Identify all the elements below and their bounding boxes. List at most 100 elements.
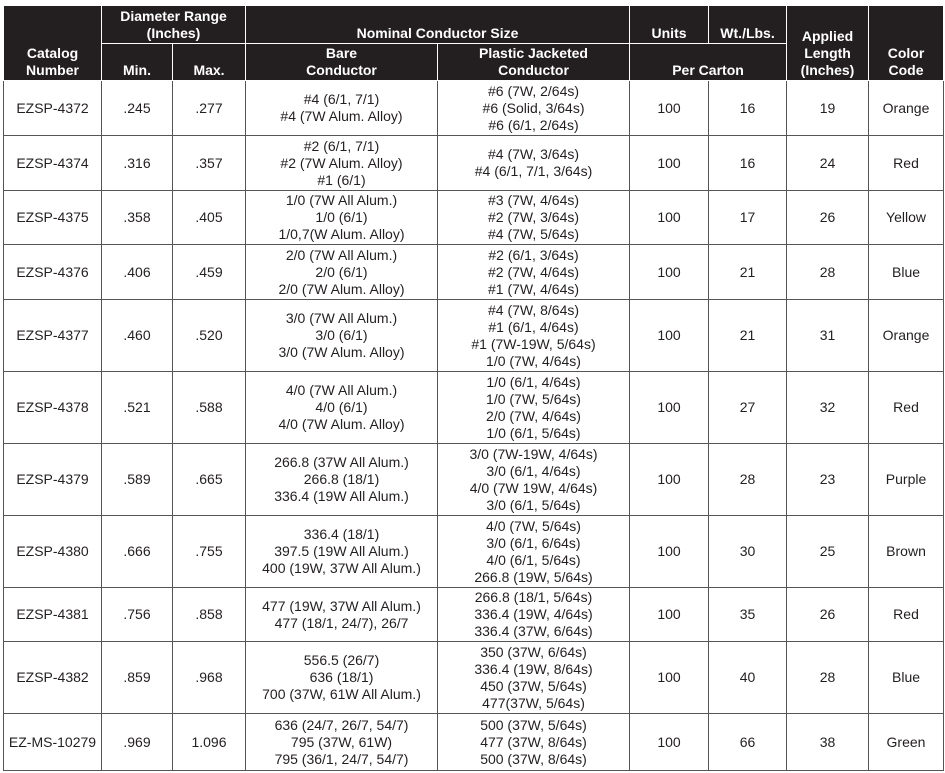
text-line: 266.8 (18/1) <box>303 471 380 487</box>
bare-cell: 636 (24/7, 26/7, 54/7) 795 (37W, 61W) 795 … <box>245 713 438 771</box>
bare-header: Bare Conductor <box>245 43 438 81</box>
table-row: EZSP-4382.859.968 556.5 (26/7) 636 (18/1) 7… <box>3 641 945 714</box>
max-cell: .968 <box>172 641 246 714</box>
text-line: #2 (6/1, 7/1) <box>303 137 380 154</box>
jacketed-cell: 3/0 (7W-19W, 4/64s) 3/0 (6/1, 4/64s) 4/0 (… <box>436 443 631 516</box>
bare-cell: 556.5 (26/7) 636 (18/1) 700 (37W, 61W All … <box>245 641 438 714</box>
text-line: (Inches) <box>146 25 201 41</box>
weight-cell: 30 <box>708 515 788 588</box>
color-cell: Blue <box>868 244 945 300</box>
bare-cell: 336.4 (18/1) 397.5 (19W All Alum.) 400 (19… <box>245 515 438 588</box>
text-line: 266.8 (18/1, 5/64s) <box>474 589 593 605</box>
max-cell: .459 <box>172 244 246 300</box>
table-row: EZSP-4381.756.858 477 (19W, 37W All Alum.… <box>3 587 945 642</box>
text-line: 3/0 (7W-19W, 4/64s) <box>469 445 598 462</box>
max-cell: .755 <box>172 515 246 588</box>
length-cell: 26 <box>786 587 870 642</box>
table-row: EZSP-4378.521.588 4/0 (7W All Alum.) 4/0 (… <box>3 371 945 444</box>
text-line: 477 (18/1, 24/7), 26/7 <box>274 614 409 631</box>
text-line: 4/0 (7W, 5/64s) <box>486 517 581 534</box>
text-line: 3/0 (7W Alum. Alloy) <box>278 344 405 360</box>
weight-cell: 27 <box>708 371 788 444</box>
length-cell: 24 <box>786 135 870 191</box>
text-line: 400 (19W, 37W All Alum.) <box>262 560 421 576</box>
units-cell: 100 <box>629 515 710 588</box>
catalog-cell: EZ-MS-10279 <box>3 713 102 771</box>
text-line: #1 (7W, 4/64s) <box>487 280 580 297</box>
weight-cell: 21 <box>708 299 788 372</box>
max-cell: .405 <box>172 190 246 245</box>
weight-cell: 17 <box>708 190 788 245</box>
text-line: Number <box>26 62 79 78</box>
text-line: 397.5 (19W All Alum.) <box>274 543 409 559</box>
text-line: 1/0 (6/1, 4/64s) <box>486 373 581 390</box>
max-cell: .357 <box>172 135 246 191</box>
min-cell: .969 <box>101 713 173 771</box>
text-line: 3/0 (6/1, 4/64s) <box>486 462 581 479</box>
text-line: 1/0 (7W, 4/64s) <box>486 352 581 369</box>
text-line: Length <box>804 45 851 61</box>
jacketed-header: Plastic Jacketed Conductor <box>436 43 631 81</box>
catalog-cell: EZSP-4380 <box>3 515 102 588</box>
jacketed-cell: 4/0 (7W, 5/64s) 3/0 (6/1, 6/64s) 4/0 (6/1,… <box>436 515 631 588</box>
jacketed-cell: 266.8 (18/1, 5/64s) 336.4 (19W, 4/64s) 336… <box>436 587 631 642</box>
table-row: EZSP-4374.316.357 #2 (6/1, 7/1) #2 (7W Alu… <box>3 135 945 191</box>
text-line: 4/0 (6/1, 5/64s) <box>486 551 581 568</box>
weight-cell: 16 <box>708 80 788 136</box>
text-line: #2 (7W, 3/64s) <box>487 209 580 225</box>
text-line: 795 (37W, 61W) <box>290 733 393 750</box>
units-cell: 100 <box>629 135 710 191</box>
nominal-header: Nominal Conductor Size <box>244 5 631 44</box>
weight-cell: 66 <box>708 713 788 771</box>
table-row: EZSP-4379.589.665 266.8 (37W All Alum.) 26… <box>3 443 945 516</box>
units-cell: 100 <box>629 80 710 136</box>
color-cell: Red <box>868 587 945 642</box>
max-cell: .665 <box>172 443 246 516</box>
catalog-cell: EZSP-4376 <box>3 244 102 300</box>
weight-header: Wt./Lbs. <box>708 5 788 44</box>
table-row: EZSP-4372.245.277 #4 (6/1, 7/1) #4 (7W Alu… <box>3 80 945 136</box>
text-line: #6 (7W, 2/64s) <box>487 82 580 99</box>
min-cell: .666 <box>101 515 173 588</box>
color-cell: Brown <box>868 515 945 588</box>
min-cell: .358 <box>101 190 173 245</box>
jacketed-cell: 1/0 (6/1, 4/64s) 1/0 (7W, 5/64s) 2/0 (7W, … <box>436 371 631 444</box>
text-line: 3/0 (6/1, 5/64s) <box>486 496 581 513</box>
min-cell: .460 <box>101 299 173 372</box>
color-cell: Red <box>868 135 945 191</box>
catalog-cell: EZSP-4378 <box>3 371 102 444</box>
text-line: 500 (37W, 8/64s) <box>480 750 587 767</box>
units-cell: 100 <box>629 371 710 444</box>
text-line: #4 (7W Alum. Alloy) <box>280 108 403 124</box>
text-line: 4/0 (6/1) <box>315 399 368 415</box>
min-cell: .406 <box>101 244 173 300</box>
text-line: 2/0 (6/1) <box>315 263 368 280</box>
color-cell: Purple <box>868 443 945 516</box>
text-line: (Inches) <box>800 62 855 78</box>
units-cell: 100 <box>629 443 710 516</box>
bare-cell: 2/0 (7W All Alum.) 2/0 (6/1) 2/0 (7W Alum.… <box>245 244 438 300</box>
text-line: Conductor <box>306 62 377 78</box>
text-line: Applied <box>801 28 854 44</box>
length-cell: 31 <box>786 299 870 372</box>
text-line: 266.8 (19W, 5/64s) <box>474 568 593 585</box>
text-line: 700 (37W, 61W All Alum.) <box>262 686 421 702</box>
table-row: EZSP-4375.358.405 1/0 (7W All Alum.) 1/0 (… <box>3 190 945 245</box>
text-line: 1/0 (6/1) <box>315 209 368 225</box>
table-row: EZ-MS-10279.969 1.096 636 (24/7, 26/7, 54/… <box>3 713 945 771</box>
jacketed-cell: 350 (37W, 6/64s) 336.4 (19W, 8/64s) 450 (3… <box>436 641 631 714</box>
units-cell: 100 <box>629 713 710 771</box>
bare-cell: 3/0 (7W All Alum.) 3/0 (6/1) 3/0 (7W Alum.… <box>245 299 438 372</box>
text-line: 3/0 (7W All Alum.) <box>285 310 398 326</box>
text-line: 1/0,7(W Alum. Alloy) <box>278 226 405 242</box>
length-cell: 19 <box>786 80 870 136</box>
color-header: Color Code <box>868 5 945 81</box>
min-cell: .316 <box>101 135 173 191</box>
bare-cell: 4/0 (7W All Alum.) 4/0 (6/1) 4/0 (7W Alum.… <box>245 371 438 444</box>
text-line: 1/0 (6/1, 5/64s) <box>486 424 581 441</box>
weight-cell: 40 <box>708 641 788 714</box>
units-cell: 100 <box>629 244 710 300</box>
text-line: #6 (6/1, 2/64s) <box>488 116 579 133</box>
color-cell: Red <box>868 371 945 444</box>
text-line: 336.4 (19W All Alum.) <box>274 488 409 504</box>
